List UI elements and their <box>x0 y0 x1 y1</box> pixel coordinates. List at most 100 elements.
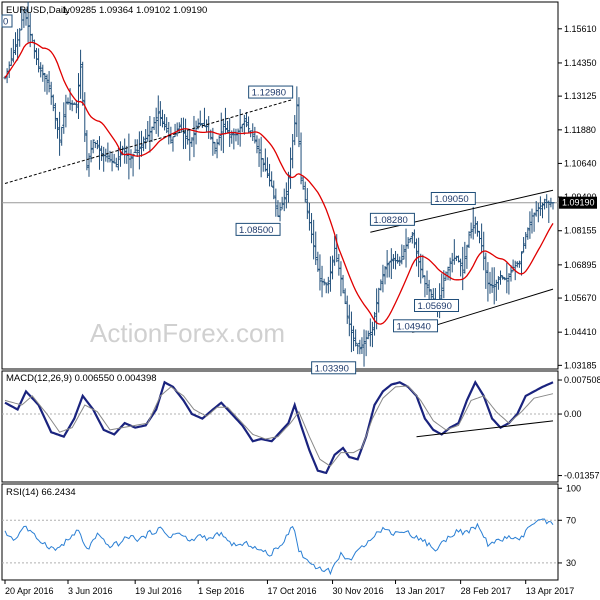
price-bar <box>194 120 198 145</box>
price-bar <box>379 279 383 291</box>
ohlc-header: 1.09285 1.09364 1.09102 1.09190 <box>62 5 207 16</box>
x-tick-label: 19 Jul 2016 <box>135 586 182 596</box>
price-bar <box>400 244 404 265</box>
price-bar <box>303 181 307 203</box>
price-bar <box>89 140 93 163</box>
price-bar <box>55 117 60 139</box>
macd-panel-frame <box>1 370 559 483</box>
price-bar <box>114 157 118 168</box>
price-bar <box>148 115 152 153</box>
macd-support-line <box>416 420 554 438</box>
price-bar <box>123 138 127 164</box>
price-bar <box>225 120 230 134</box>
price-bar <box>381 264 385 293</box>
price-bar <box>297 97 301 148</box>
price-bar <box>427 279 431 301</box>
price-bar <box>133 139 137 154</box>
price-bar <box>116 147 120 171</box>
swing-label-text: 1.12980 <box>252 88 286 99</box>
swing-label-text: 1.09050 <box>434 194 468 205</box>
swing-label-text: 1.04940 <box>397 321 431 332</box>
price-bar <box>22 9 26 28</box>
price-bar <box>97 136 102 170</box>
price-panel-title: EURUSD,Daily <box>6 5 70 16</box>
price-bar <box>141 136 146 152</box>
price-bar <box>223 107 228 135</box>
price-bar <box>131 153 135 177</box>
price-bar <box>540 202 545 219</box>
price-bar <box>278 202 282 222</box>
price-bar <box>465 244 469 269</box>
price-panel: 1.12980 1.08500 1.03390 1.08280 1.04940 1.056… <box>1 1 555 375</box>
price-bar <box>366 330 370 340</box>
price-bar <box>83 92 87 142</box>
price-bar <box>255 135 259 154</box>
price-bar <box>368 318 372 347</box>
price-bar <box>154 107 158 134</box>
price-bar <box>538 196 543 216</box>
price-bar <box>511 259 515 272</box>
price-bar <box>318 254 322 291</box>
price-bar <box>213 141 217 155</box>
x-tick-label: 17 Oct 2016 <box>267 586 316 596</box>
rsi-y-tick-label: 100 <box>566 483 581 493</box>
price-bar <box>244 111 249 128</box>
price-bar <box>53 102 57 130</box>
price-bar <box>448 257 452 281</box>
price-bar <box>486 262 490 302</box>
price-y-tick-label: 1.06895 <box>564 260 597 270</box>
price-bar <box>28 13 32 48</box>
price-bar <box>217 135 221 146</box>
price-bar <box>501 275 505 280</box>
price-bar <box>232 128 236 150</box>
price-y-tick-label: 1.14350 <box>564 58 597 68</box>
price-bar <box>543 198 547 210</box>
swing-label: 1.12980 <box>248 85 294 99</box>
price-bar <box>522 237 526 253</box>
x-tick-label: 1 Sep 2016 <box>198 586 244 596</box>
price-bar <box>137 131 141 170</box>
price-bar <box>263 148 267 172</box>
price-bar <box>146 120 150 143</box>
swing-label: 1.08280 <box>369 212 415 226</box>
left-edge-label: 0 <box>3 17 8 28</box>
price-bar <box>265 157 270 178</box>
price-y-tick-label: 1.05670 <box>564 293 597 303</box>
price-bar <box>293 115 297 146</box>
price-bar <box>410 231 414 244</box>
rsi-panel-title: RSI(14) 66.2434 <box>6 487 76 498</box>
price-bar <box>484 252 488 289</box>
price-bar <box>526 227 530 240</box>
price-bar <box>383 266 387 285</box>
x-tick-label: 20 Apr 2016 <box>5 586 54 596</box>
price-bar <box>339 261 343 297</box>
price-bar <box>421 254 425 279</box>
price-bar <box>64 94 68 128</box>
price-bar <box>442 270 446 299</box>
current-price-tag <box>559 196 597 209</box>
price-bar <box>406 237 410 249</box>
price-bar <box>408 237 412 243</box>
price-bar <box>282 188 286 212</box>
price-bar <box>387 261 391 278</box>
price-bar <box>76 73 81 119</box>
price-bar <box>312 219 316 260</box>
price-bar <box>492 267 496 305</box>
price-bar <box>444 271 448 281</box>
price-bar <box>295 86 299 138</box>
price-bar <box>509 265 513 282</box>
price-bar <box>551 202 555 210</box>
price-bar <box>190 137 194 148</box>
price-bar <box>49 81 53 105</box>
swing-label: 1.04940 <box>393 319 439 333</box>
rsi-y-tick-label: 70 <box>566 515 576 525</box>
price-bar <box>215 138 219 159</box>
price-bar <box>41 64 45 82</box>
price-bar <box>322 278 326 286</box>
price-bar <box>259 136 263 178</box>
swing-label-text: 1.03390 <box>315 363 349 374</box>
price-bar <box>47 71 51 93</box>
price-bar <box>507 273 511 295</box>
x-tick-label: 28 Feb 2017 <box>461 586 512 596</box>
